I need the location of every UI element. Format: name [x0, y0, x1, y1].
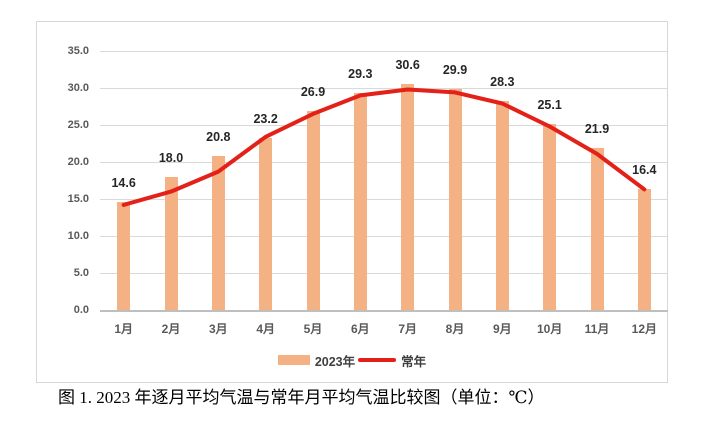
- gridline: [100, 162, 668, 163]
- y-axis-tick-label: 25.0: [67, 119, 89, 131]
- bar-swatch-icon: [277, 355, 310, 365]
- y-axis-tick-label: 5.0: [73, 267, 89, 279]
- x-axis-tick-label: 11月: [584, 322, 610, 336]
- normal-year-line: [121, 87, 647, 207]
- x-axis-tick-label: 5月: [303, 322, 323, 336]
- normal-year-line-svg: [121, 87, 647, 207]
- y-axis-tick-label: 0.0: [73, 304, 89, 316]
- bar-2023: [117, 201, 131, 310]
- bar-value-label: 29.9: [442, 62, 468, 77]
- bar-2023: [353, 93, 367, 310]
- gridline: [100, 199, 668, 200]
- bar-value-label: 16.4: [632, 162, 657, 177]
- bar-value-label: 23.2: [253, 112, 278, 127]
- bar-2023: [590, 147, 604, 310]
- bar-2023: [637, 188, 651, 310]
- bar-2023: [401, 83, 415, 310]
- bar-value-label: 14.6: [111, 175, 136, 190]
- y-axis-tick-label: 10.0: [67, 230, 89, 242]
- x-axis-tick-label: 3月: [208, 322, 228, 336]
- legend-label-2023: 2023年: [314, 354, 356, 369]
- bar-value-label: 18.0: [158, 150, 184, 165]
- y-axis-tick-label: 30.0: [67, 82, 89, 94]
- gridline: [100, 273, 668, 274]
- bar-2023: [448, 88, 462, 310]
- y-axis-tick-label: 35.0: [67, 45, 89, 57]
- x-axis-tick-label: 7月: [398, 322, 417, 336]
- line-swatch-icon: [358, 358, 397, 362]
- legend: 2023年 常年: [37, 351, 667, 369]
- bar-2023: [306, 110, 320, 310]
- gridline: [100, 236, 668, 237]
- x-axis-tick-label: 4月: [256, 322, 275, 336]
- y-axis-tick-label: 20.0: [67, 156, 89, 168]
- bar-2023: [259, 138, 273, 310]
- x-axis-tick-label: 1月: [114, 322, 133, 336]
- bar-2023: [543, 124, 557, 310]
- gridline: [100, 51, 668, 52]
- chart-panel: 0.0 5.0 10.0 15.0 20.0 25.0 30.0 35.0 14.6 18.0 2…: [36, 21, 668, 383]
- x-axis-tick-label: 6月: [350, 322, 370, 336]
- bar-2023: [495, 100, 509, 310]
- y-axis-tick-label: 15.0: [67, 193, 89, 205]
- bar-value-label: 28.3: [490, 74, 515, 89]
- bar-value-label: 26.9: [300, 84, 326, 99]
- legend-item-2023: 2023年: [277, 351, 356, 370]
- gridline: [100, 125, 668, 126]
- bar-value-label: 25.1: [537, 98, 562, 113]
- x-axis-tick-label: 12月: [631, 322, 657, 336]
- x-axis-tick-label: 9月: [492, 322, 512, 336]
- figure-caption: 图 1. 2023 年逐月平均气温与常年月平均气温比较图（单位：℃）: [58, 388, 545, 407]
- bar-2023: [211, 156, 225, 310]
- bar-value-label: 29.3: [348, 67, 373, 82]
- bar-value-label: 20.8: [206, 130, 231, 145]
- x-axis-tick-label: 10月: [536, 322, 563, 336]
- bar-2023: [164, 176, 178, 310]
- x-axis-tick-label: 8月: [445, 322, 465, 336]
- bar-value-label: 30.6: [395, 57, 420, 72]
- gridline: [100, 88, 668, 89]
- legend-item-normal: 常年: [358, 351, 426, 370]
- bar-value-label: 21.9: [584, 121, 610, 136]
- x-axis-tick-label: 2月: [161, 322, 181, 336]
- legend-label-normal: 常年: [401, 354, 427, 369]
- gridline: [100, 310, 668, 312]
